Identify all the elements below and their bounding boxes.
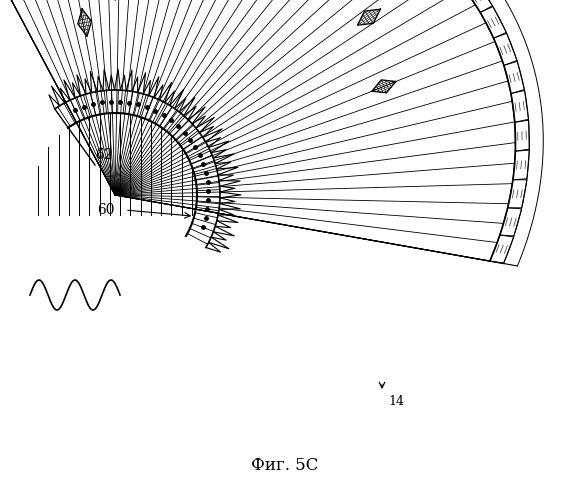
Text: 60: 60 xyxy=(97,203,115,217)
Text: Фиг. 5C: Фиг. 5C xyxy=(251,456,319,473)
Text: 14: 14 xyxy=(388,395,404,408)
Text: 62: 62 xyxy=(95,148,112,162)
